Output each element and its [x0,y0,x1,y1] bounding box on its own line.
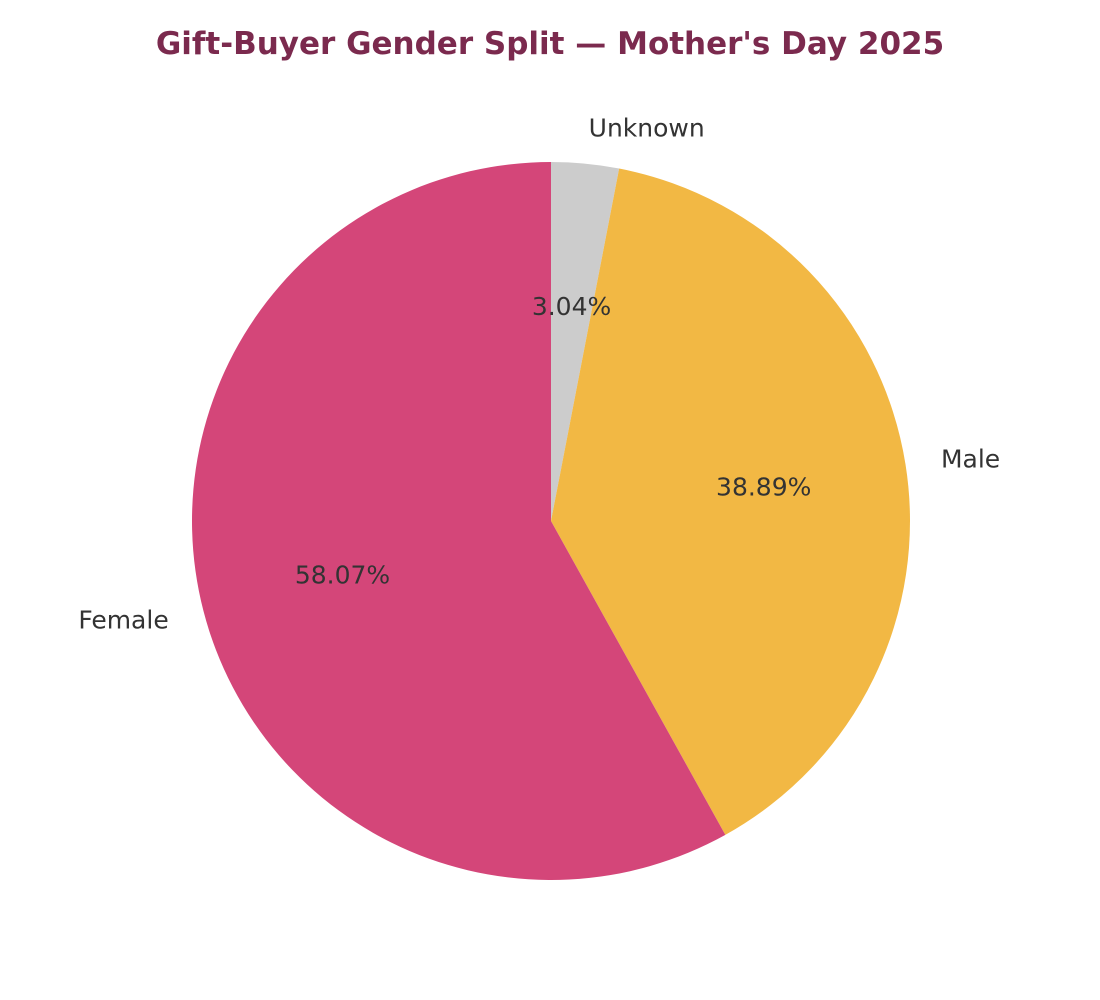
pie-slice-male [551,168,911,835]
slice-label-unknown: Unknown [589,113,705,142]
pie-slice-unknown [551,162,620,521]
pct-label-unknown: 3.04% [532,292,611,321]
pie-slice-female [191,162,726,880]
pie-labels: Unknown 3.04% Male 38.89% Female 58.07% [78,113,1000,634]
pct-label-female: 58.07% [295,561,390,590]
pct-label-male: 38.89% [716,473,811,502]
slice-label-male: Male [941,444,1000,473]
pie-slices [191,162,911,880]
slice-label-female: Female [78,606,168,635]
chart-title: Gift-Buyer Gender Split — Mother's Day 2… [155,26,945,62]
